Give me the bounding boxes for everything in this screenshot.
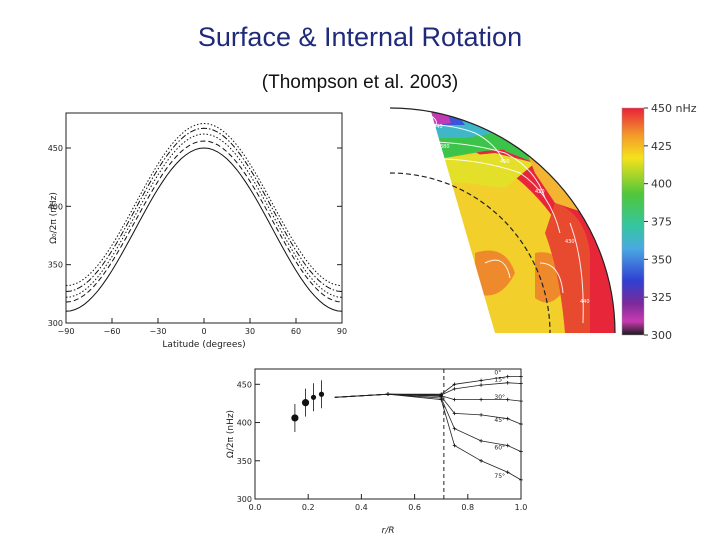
y-axis-label: Ω₀/2π (nHz): [49, 192, 59, 244]
colorbar-tick-label: 425: [651, 140, 672, 153]
series-point: [479, 397, 483, 402]
series-point: [505, 443, 510, 448]
colorbar-tick-label: 300: [651, 329, 672, 342]
series-point: [519, 381, 523, 386]
x-tick-label: −60: [104, 327, 121, 336]
series-label: 75°: [494, 473, 505, 480]
series-label: 15°: [494, 377, 505, 384]
x-tick-label: 90: [337, 327, 347, 336]
core-data-point: [301, 399, 310, 407]
y-tick-label: 300: [48, 319, 63, 328]
series-point: [479, 383, 483, 387]
contour-label: 340: [433, 124, 443, 130]
radial-rotation-chart: 300 350 400 450 0.0 0.2 0.4 0.6 0.8 1.0 0°15° 30°…: [226, 368, 528, 535]
series-point: [479, 413, 483, 417]
y-tick-label: 400: [237, 419, 252, 428]
colorbar-tick-label: 350: [651, 253, 672, 266]
core-data-point: [291, 414, 299, 422]
contour-label: 420: [535, 189, 545, 195]
series-point: [479, 439, 483, 443]
colorbar-tick-label: 400: [651, 178, 672, 191]
series-point: [505, 416, 510, 421]
core-data-point: [318, 391, 325, 397]
x-tick-label: 0.2: [302, 503, 315, 512]
series-point: [452, 411, 457, 416]
x-tick-label: −90: [58, 327, 75, 336]
series-point: [505, 397, 510, 402]
colorbar-tick-label: 450 nHz: [651, 103, 697, 115]
contour-label: 380: [440, 144, 450, 150]
x-tick-label: 60: [291, 327, 301, 336]
x-axis-label: Latitude (degrees): [162, 340, 245, 350]
series-line-curve-2: [65, 140, 343, 303]
contour-label: 460: [445, 249, 455, 255]
series-point: [452, 443, 457, 448]
series-point: [439, 397, 443, 402]
colorbar-tick-label: 325: [651, 291, 672, 304]
series-point: [479, 458, 483, 463]
series-point: [505, 470, 510, 475]
colorbar: [621, 107, 645, 336]
x-tick-label: 30: [245, 327, 255, 336]
series-point: [519, 422, 523, 426]
series-point: [519, 449, 523, 454]
series-line-curve-4: [65, 127, 343, 292]
x-tick-label: 0.4: [355, 503, 368, 512]
surface-rotation-chart: 300 350 400 450 −90 −60 −30 0 30 60 90 Latitude (…: [48, 112, 347, 350]
contour-label: 440: [580, 299, 590, 305]
internal-rotation-map: 340 380 400 420 430 440 460 450 nHz 425 400 375 35…: [389, 103, 697, 342]
series-point: [452, 426, 457, 431]
x-tick-label: 0.8: [461, 503, 474, 512]
tachocline-dashed-arc: [389, 172, 551, 334]
x-tick-label: −30: [150, 327, 167, 336]
masked-polar-region: [390, 108, 495, 333]
series-label: 45°: [494, 417, 505, 424]
y-tick-label: 350: [237, 457, 252, 466]
y-tick-label: 450: [48, 144, 63, 153]
series-point: [452, 382, 457, 387]
y-axis-label: Ω/2π (nHz): [226, 410, 236, 458]
series-point: [519, 399, 523, 403]
solar-surface-arc: [389, 107, 616, 334]
colorbar-tick-label: 375: [651, 216, 672, 229]
core-data-point: [310, 394, 317, 400]
series-point: [386, 392, 390, 397]
series-line-curve-3: [65, 133, 343, 298]
series-point: [452, 397, 457, 402]
contour-label: 430: [565, 239, 575, 245]
series-label: 60°: [494, 445, 505, 452]
slide-subtitle: (Thompson et al. 2003): [261, 72, 459, 93]
x-tick-label: 1.0: [515, 503, 528, 512]
series-line-curve-1: [65, 147, 343, 312]
y-tick-label: 350: [48, 261, 63, 270]
series-line-curve-5: [65, 122, 343, 287]
series-point: [519, 478, 523, 482]
plot-frame: [65, 112, 343, 324]
series-point: [505, 374, 510, 379]
y-tick-label: 300: [237, 495, 252, 504]
y-tick-label: 400: [48, 202, 63, 211]
x-tick-label: 0: [201, 327, 206, 336]
x-tick-label: 0.6: [408, 503, 421, 512]
y-tick-label: 450: [237, 380, 252, 389]
series-point: [505, 380, 510, 385]
plot-frame: [254, 368, 522, 500]
series-point: [479, 378, 483, 383]
contour-label: 400: [500, 159, 510, 165]
series-point: [452, 387, 457, 391]
x-axis-label: r/R: [382, 526, 395, 535]
series-label: 30°: [494, 394, 505, 401]
x-tick-label: 0.0: [249, 503, 262, 512]
slide-title: Surface & Internal Rotation: [197, 22, 523, 52]
series-label: 0°: [494, 370, 501, 377]
series-point: [519, 374, 523, 379]
